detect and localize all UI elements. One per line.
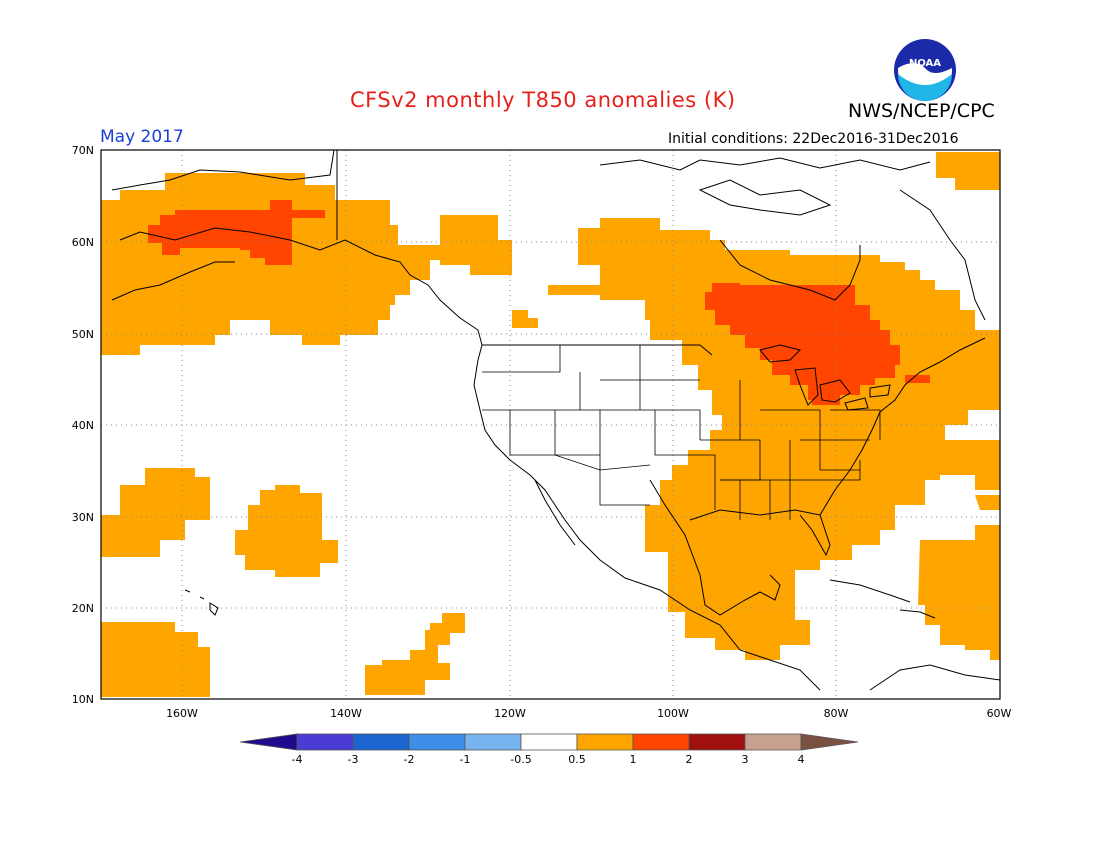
legend-swatch bbox=[576, 733, 634, 751]
lon-label: 120W bbox=[494, 707, 526, 720]
lon-label: 160W bbox=[166, 707, 198, 720]
legend-swatch bbox=[239, 733, 298, 751]
lon-label: 60W bbox=[987, 707, 1012, 720]
legend-label: -2 bbox=[404, 753, 415, 766]
legend-swatch bbox=[352, 733, 410, 751]
legend-label: -0.5 bbox=[510, 753, 531, 766]
state-borders bbox=[482, 345, 881, 520]
latitude-labels: 70N 60N 50N 40N 30N 20N 10N bbox=[72, 144, 94, 706]
lat-label: 30N bbox=[72, 511, 94, 524]
color-legend bbox=[239, 733, 859, 751]
lat-label: 50N bbox=[72, 328, 94, 341]
legend-swatch bbox=[800, 733, 859, 751]
lon-label: 140W bbox=[330, 707, 362, 720]
lat-label: 70N bbox=[72, 144, 94, 157]
lon-label: 100W bbox=[657, 707, 689, 720]
legend-label: 3 bbox=[742, 753, 749, 766]
legend-label: 1 bbox=[630, 753, 637, 766]
map-frame bbox=[100, 149, 1001, 700]
noaa-logo-icon: NOAA bbox=[894, 39, 956, 101]
logo-text: NOAA bbox=[909, 58, 941, 69]
legend-swatch bbox=[520, 733, 578, 751]
legend-swatch bbox=[744, 733, 802, 751]
legend-swatch bbox=[632, 733, 690, 751]
legend-swatch bbox=[296, 733, 354, 751]
legend-labels: -4 -3 -2 -1 -0.5 0.5 1 2 3 4 bbox=[292, 753, 805, 766]
legend-label: 4 bbox=[798, 753, 805, 766]
coastlines bbox=[111, 149, 1001, 691]
lon-label: 80W bbox=[824, 707, 849, 720]
legend-swatch bbox=[688, 733, 746, 751]
anomaly-1-2-regions bbox=[148, 200, 930, 405]
chart-title: CFSv2 monthly T850 anomalies (K) bbox=[350, 88, 736, 112]
longitude-labels: 160W 140W 120W 100W 80W 60W bbox=[166, 707, 1011, 720]
forecast-month: May 2017 bbox=[100, 127, 184, 147]
lat-label: 10N bbox=[72, 693, 94, 706]
lat-label: 40N bbox=[72, 419, 94, 432]
lat-label: 20N bbox=[72, 602, 94, 615]
legend-label: -3 bbox=[348, 753, 359, 766]
legend-label: 2 bbox=[686, 753, 693, 766]
legend-swatch bbox=[408, 733, 466, 751]
initial-conditions: Initial conditions: 22Dec2016-31Dec2016 bbox=[668, 131, 959, 147]
legend-label: -4 bbox=[292, 753, 303, 766]
legend-label: -1 bbox=[460, 753, 471, 766]
lat-label: 60N bbox=[72, 236, 94, 249]
legend-label: 0.5 bbox=[568, 753, 586, 766]
agency-label: NWS/NCEP/CPC bbox=[848, 100, 995, 122]
legend-swatch bbox=[464, 733, 522, 751]
